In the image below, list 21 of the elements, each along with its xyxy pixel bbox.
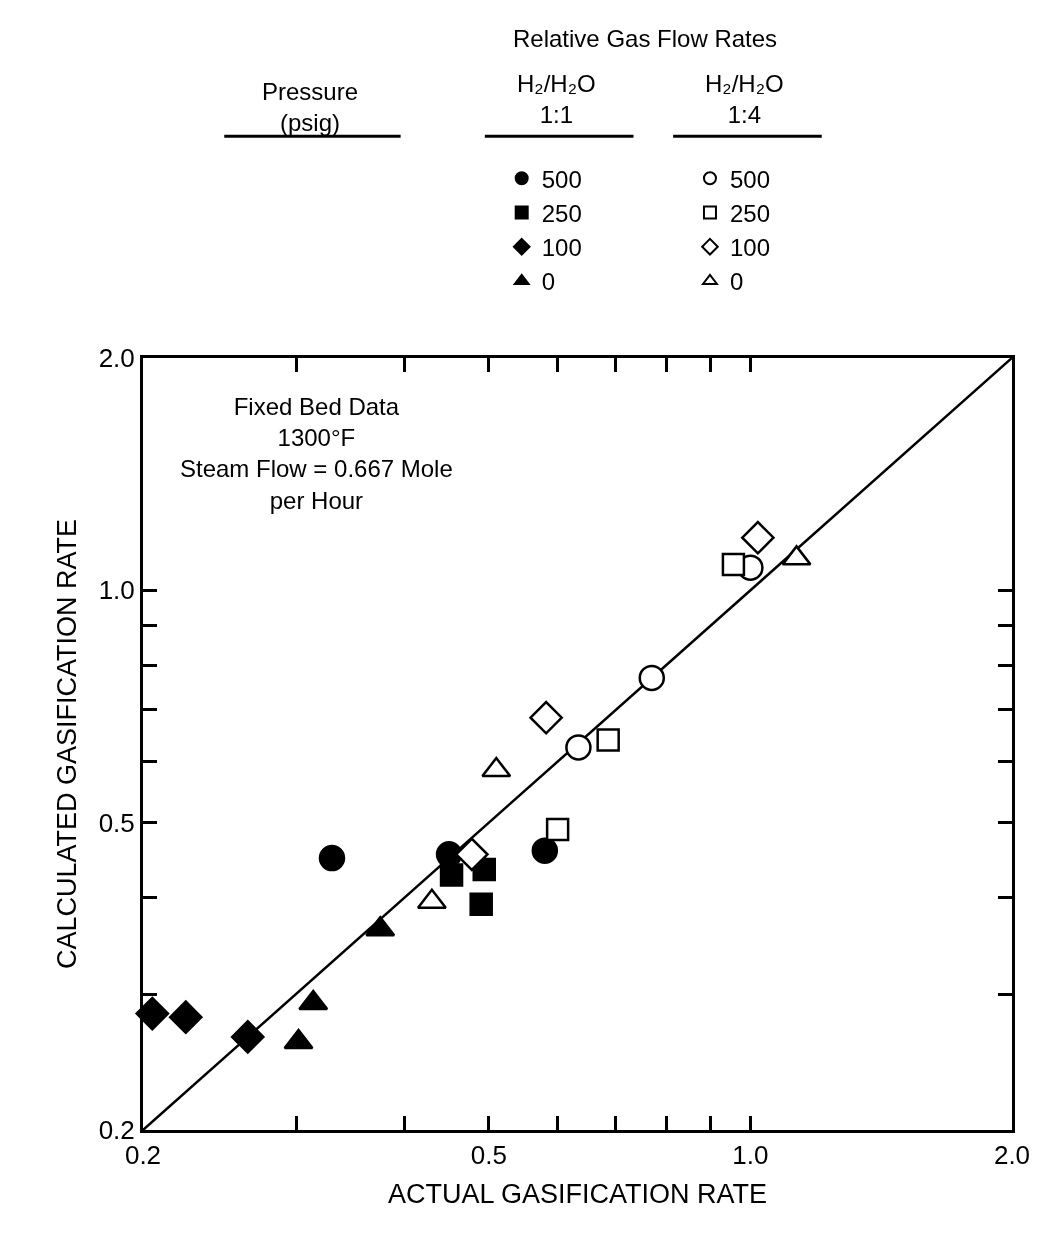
x-tick-label: 2.0: [993, 1140, 1031, 1171]
x-tick-label: 1.0: [732, 1140, 769, 1171]
text: H₂/H₂O 1:1: [517, 70, 596, 129]
legend-label: 0: [541, 268, 556, 296]
annotation: Fixed Bed Data 1300°F Steam Flow = 0.667 Mole per Hour: [180, 393, 453, 514]
legend-label: 500: [541, 165, 582, 193]
y-tick-label: 0.5: [98, 807, 135, 838]
legend-label: 500: [729, 165, 771, 193]
legend-title: Pressure (psig): [262, 78, 359, 137]
legend-label: 100: [541, 234, 582, 262]
x-axis-title: ACTUAL GASIFICATION RATE: [387, 1178, 768, 1209]
y-tick-label: 2.0: [98, 343, 135, 373]
y-axis-title: CALCULATED GASIFICATION RATE: [51, 518, 82, 969]
text: H₂/H₂O 1:4: [705, 70, 784, 129]
legend-label: 250: [541, 199, 582, 227]
y-tick-label: 1.0: [98, 575, 135, 606]
x-tick-label: 0.5: [470, 1140, 507, 1171]
legend-label: 0: [729, 268, 744, 296]
text: Relative Gas Flow Rates: [513, 25, 778, 52]
legend-label: 100: [729, 234, 771, 262]
legend-label: 250: [729, 199, 771, 227]
